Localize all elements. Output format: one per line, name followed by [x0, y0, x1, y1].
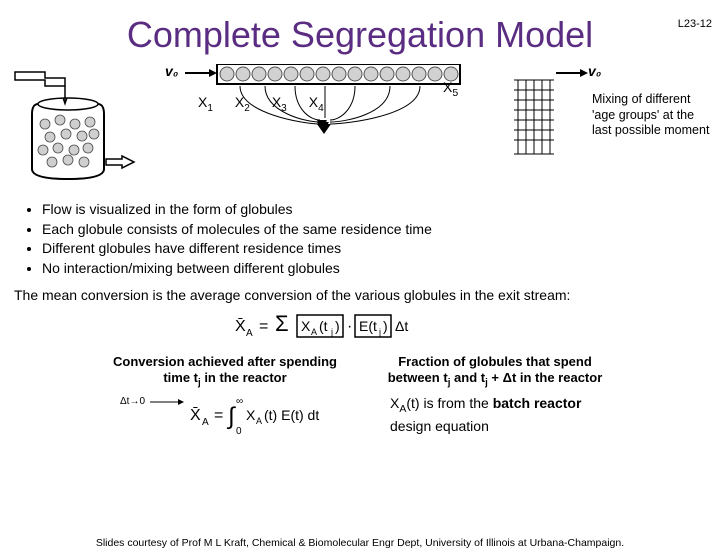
svg-text:Σ: Σ — [275, 311, 289, 336]
svg-text:∞: ∞ — [236, 396, 243, 407]
svg-text:j: j — [330, 327, 333, 337]
equation-2: Δt→0 X̄A = ∫ ∞ 0 XA (t) E(t) dt — [120, 392, 350, 438]
diagram-caption: Mixing of different 'age groups' at the … — [592, 92, 714, 139]
svg-text:v₀: v₀ — [588, 64, 602, 79]
svg-text:·: · — [347, 318, 352, 335]
list-item: Each globule consists of molecules of th… — [42, 220, 700, 240]
svg-text:A: A — [256, 416, 262, 426]
credit-line: Slides courtesy of Prof M L Kraft, Chemi… — [0, 537, 720, 549]
svg-text:X̄: X̄ — [235, 317, 246, 334]
svg-text:X̄: X̄ — [190, 406, 201, 423]
svg-text:=: = — [259, 318, 268, 335]
list-item: No interaction/mixing between different … — [42, 259, 700, 279]
svg-text:): ) — [335, 318, 340, 334]
pipe-diagram: v₀ — [165, 64, 470, 184]
svg-text:Δt: Δt — [395, 318, 408, 334]
svg-text:∫: ∫ — [226, 403, 236, 430]
caption-left: Conversion achieved after spending time … — [110, 354, 340, 390]
svg-text:X: X — [246, 407, 256, 423]
x-labels: X1 X2 X3 X4 — [198, 94, 324, 114]
svg-text:v₀: v₀ — [165, 64, 179, 79]
svg-text:=: = — [214, 407, 223, 424]
svg-text:A: A — [246, 328, 253, 339]
svg-text:Δt→0: Δt→0 — [120, 396, 145, 407]
equation-captions: Conversion achieved after spending time … — [20, 354, 700, 390]
list-item: Flow is visualized in the form of globul… — [42, 200, 700, 220]
svg-text:(t: (t — [319, 318, 328, 334]
x5-label: X5 — [443, 79, 458, 99]
svg-text:X: X — [301, 318, 311, 334]
svg-text:0: 0 — [236, 426, 242, 437]
page-number: L23-12 — [678, 18, 712, 30]
page-title: Complete Segregation Model — [0, 14, 720, 56]
svg-text:(t) E(t) dt: (t) E(t) dt — [264, 407, 319, 423]
svg-text:A: A — [202, 417, 209, 428]
svg-text:j: j — [378, 327, 381, 337]
mean-conversion-text: The mean conversion is the average conve… — [14, 286, 706, 304]
equation-2-row: Δt→0 X̄A = ∫ ∞ 0 XA (t) E(t) dt XA(t) is… — [20, 392, 700, 438]
list-item: Different globules have different reside… — [42, 239, 700, 259]
svg-text:A: A — [311, 327, 317, 337]
svg-text:): ) — [383, 318, 388, 334]
bullet-list: Flow is visualized in the form of globul… — [28, 200, 700, 278]
diagram: v₀ v₀ X1 — [0, 64, 720, 194]
equation-1: X̄ A = Σ XA (tj) · E(tj) Δt — [0, 309, 720, 350]
beaker-diagram — [10, 64, 150, 194]
caption-right: Fraction of globules that spend between … — [380, 354, 610, 390]
svg-text:E(t: E(t — [359, 318, 377, 334]
equation-2-caption: XA(t) is from the batch reactor design e… — [390, 394, 600, 435]
